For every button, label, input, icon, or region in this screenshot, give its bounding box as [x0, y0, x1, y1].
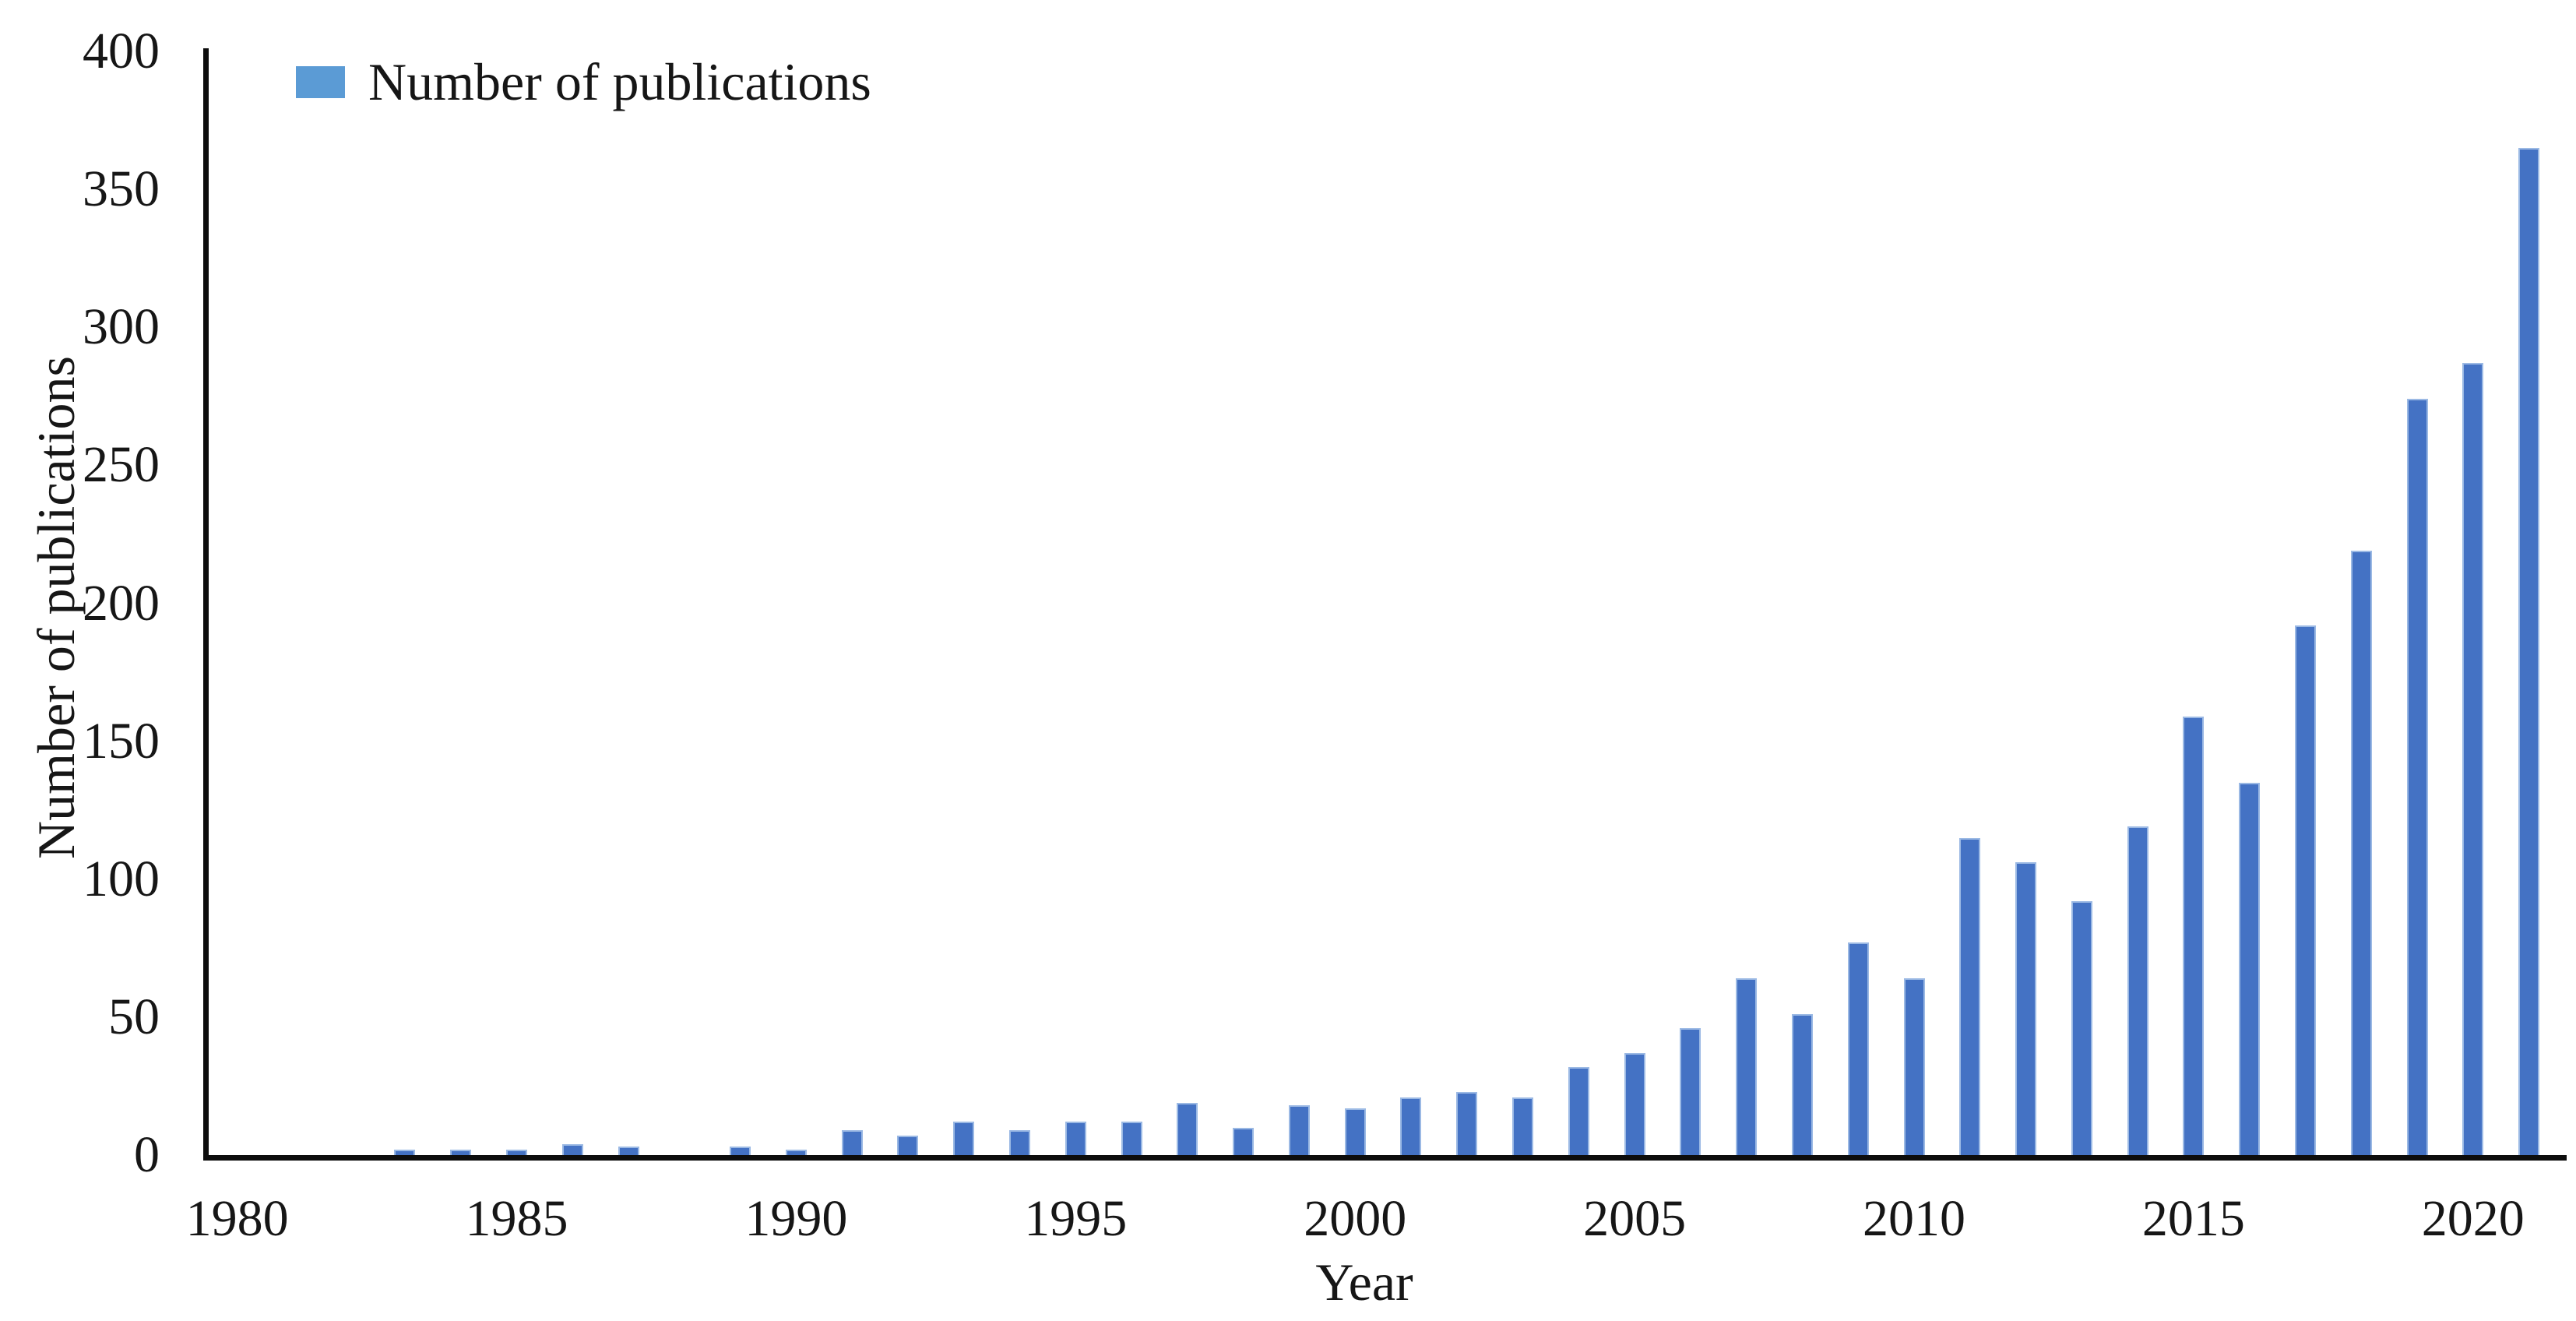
legend-label: Number of publications: [368, 52, 871, 111]
y-tick-label-300: 300: [83, 298, 160, 356]
y-tick-label-250: 250: [83, 436, 160, 494]
y-axis-line: [203, 48, 209, 1161]
x-axis-title: Year: [1315, 1252, 1413, 1312]
y-tick-label-350: 350: [83, 160, 160, 218]
y-tick-label-400: 400: [83, 23, 160, 79]
x-axis-line: [203, 1155, 2567, 1161]
bar-1995: [1065, 1122, 1086, 1155]
bar-1996: [1121, 1122, 1142, 1155]
bar-2002: [1456, 1092, 1477, 1155]
y-tick-label-100: 100: [83, 850, 160, 907]
bar-2005: [1624, 1053, 1645, 1155]
bar-2011: [1959, 838, 1980, 1155]
bar-2018: [2351, 551, 2372, 1155]
bar-2021: [2518, 148, 2539, 1155]
bar-1991: [842, 1130, 863, 1155]
bar-2014: [2127, 826, 2148, 1155]
bar-1989: [730, 1147, 751, 1155]
bar-2008: [1792, 1014, 1813, 1155]
bar-1987: [618, 1147, 639, 1155]
bar-1985: [506, 1150, 527, 1155]
bar-1986: [562, 1144, 583, 1155]
bar-1984: [450, 1150, 471, 1155]
bar-2001: [1400, 1097, 1421, 1155]
x-tick-label-1985: 1985: [465, 1190, 568, 1247]
bar-2019: [2407, 399, 2428, 1155]
bar-2015: [2183, 717, 2204, 1155]
legend-swatch: [296, 65, 345, 98]
y-tick-label-0: 0: [134, 1126, 160, 1183]
x-tick-label-2020: 2020: [2421, 1190, 2525, 1247]
y-tick-label-150: 150: [83, 712, 160, 770]
y-tick-label-50: 50: [108, 988, 160, 1045]
bar-2012: [2015, 862, 2036, 1155]
bar-1997: [1177, 1103, 1198, 1155]
bar-2003: [1512, 1097, 1533, 1155]
bar-2016: [2239, 783, 2260, 1155]
x-tick-label-1990: 1990: [744, 1190, 848, 1247]
bar-2000: [1345, 1108, 1366, 1155]
x-tick-label-2005: 2005: [1583, 1190, 1687, 1247]
x-tick-label-2000: 2000: [1304, 1190, 1407, 1247]
bar-2010: [1904, 978, 1925, 1155]
bar-2004: [1568, 1067, 1589, 1155]
bar-1993: [953, 1122, 974, 1155]
bar-2009: [1848, 942, 1869, 1155]
bar-1999: [1289, 1105, 1310, 1155]
bar-1990: [786, 1150, 807, 1155]
bar-2007: [1736, 978, 1757, 1155]
y-tick-label-200: 200: [83, 574, 160, 632]
bar-1998: [1233, 1128, 1254, 1155]
x-tick-label-1995: 1995: [1024, 1190, 1128, 1247]
bar-1983: [394, 1150, 415, 1155]
bar-2006: [1680, 1028, 1701, 1155]
bar-2017: [2295, 625, 2316, 1155]
bar-1992: [897, 1136, 918, 1155]
x-tick-label-2010: 2010: [1863, 1190, 1965, 1247]
bar-2013: [2071, 901, 2092, 1155]
bar-2020: [2462, 363, 2483, 1155]
x-tick-label-2015: 2015: [2141, 1190, 2245, 1247]
x-tick-label-1980: 1980: [185, 1190, 289, 1247]
bar-1994: [1009, 1130, 1030, 1155]
legend: Number of publications: [296, 55, 871, 109]
